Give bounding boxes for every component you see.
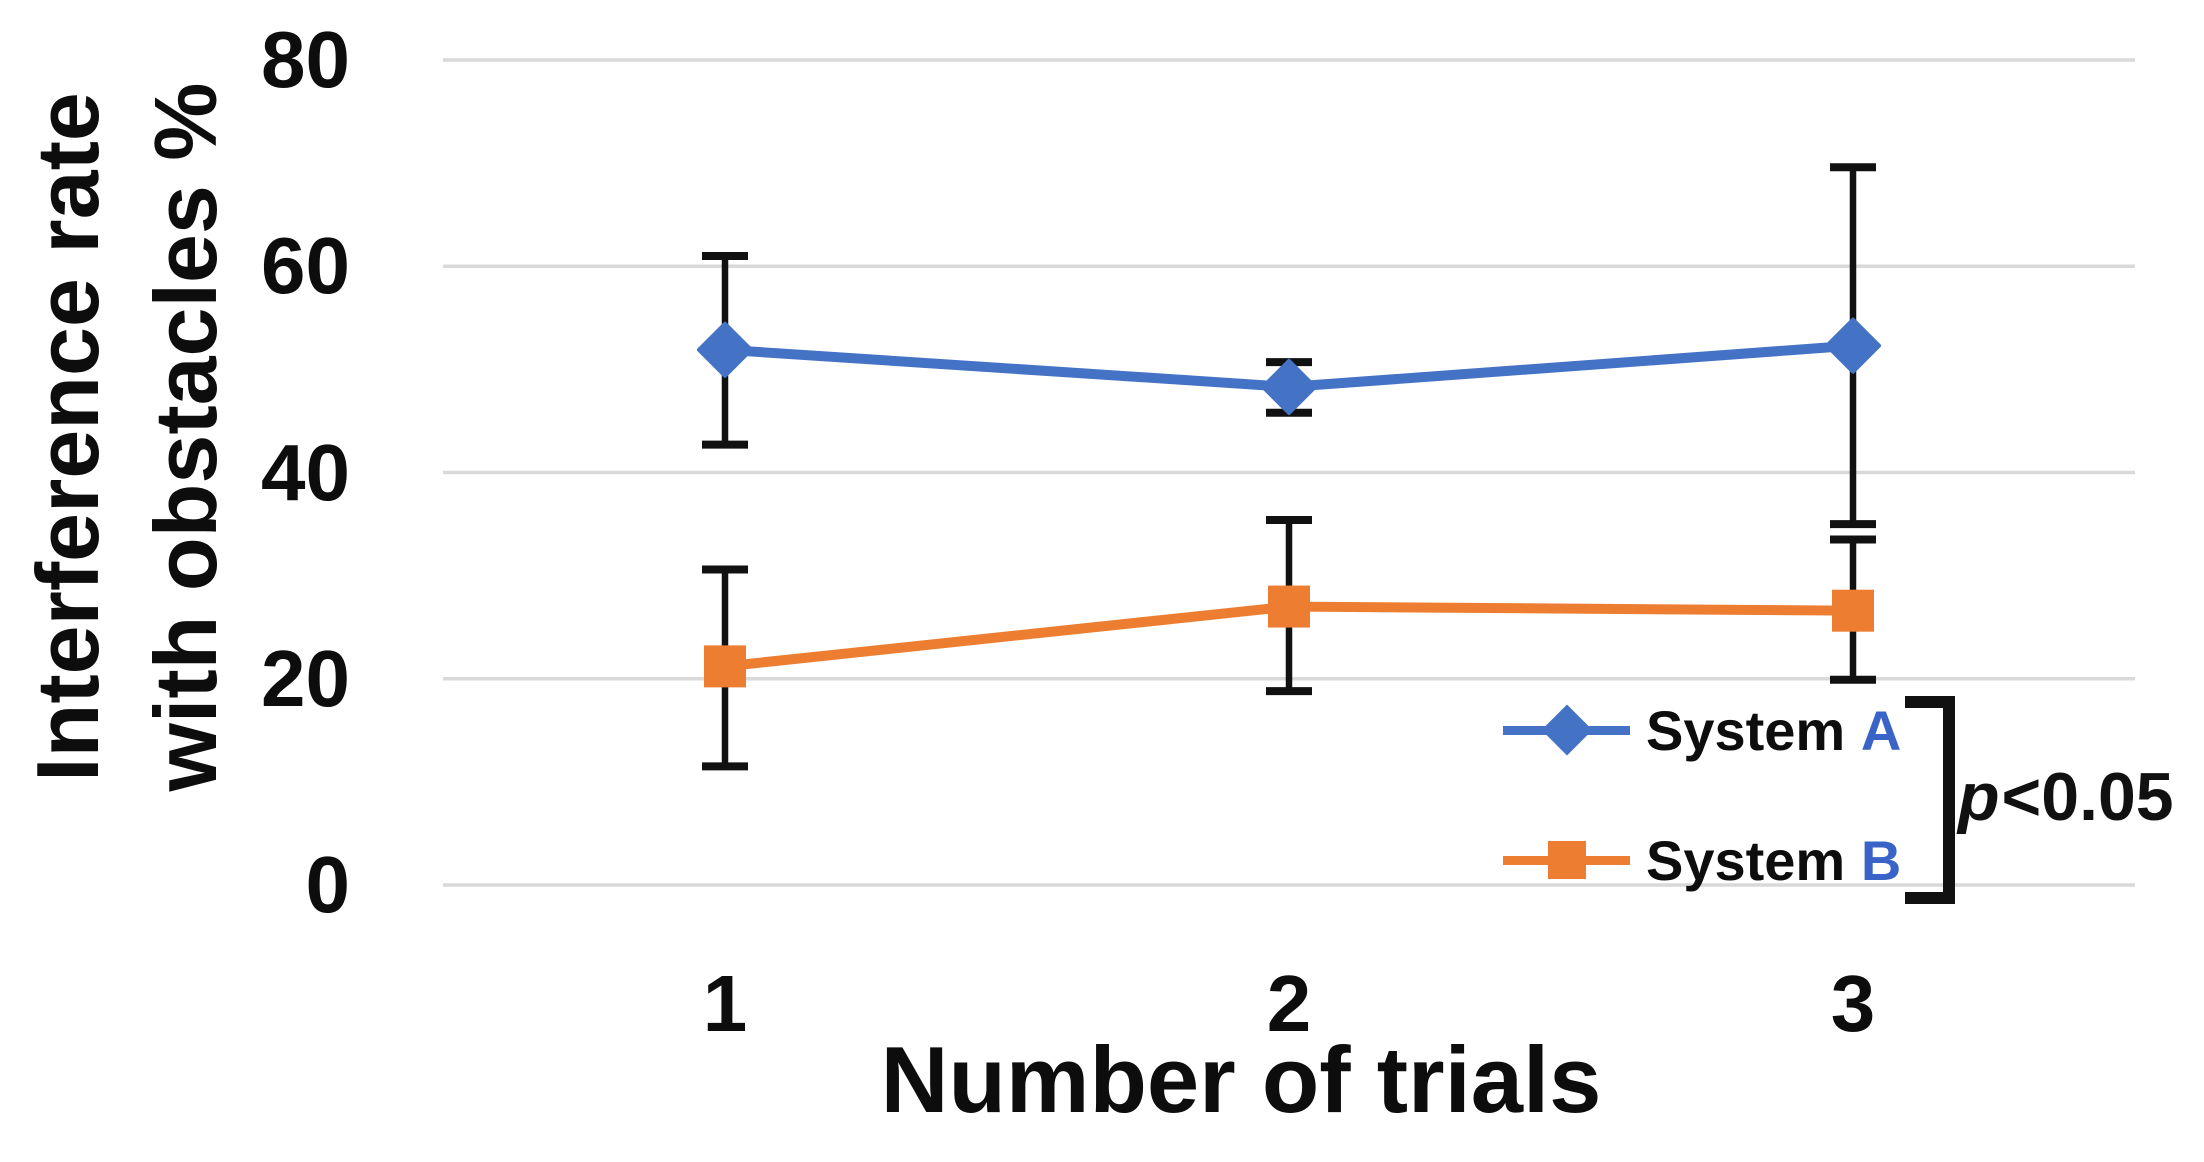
y-tick-label-60: 60	[261, 221, 350, 311]
marker-square-system-b-3	[1832, 589, 1874, 632]
significance-bracket	[1905, 696, 1955, 904]
marker-diamond-system-a-3	[1825, 317, 1881, 374]
marker-diamond-system-a-2	[1261, 358, 1317, 415]
legend-sample-system-b	[1503, 825, 1630, 895]
p-value-annotation: p<0.05	[1958, 758, 2174, 836]
y-axis-title-line-1: Interference rate	[18, 92, 118, 782]
x-tick-label-1: 1	[702, 959, 748, 1048]
x-axis-title: Number of trials	[880, 1027, 1602, 1132]
legend-label-prefix-system-a: System	[1646, 698, 1846, 762]
legend-marker-square-system-b	[1547, 841, 1586, 879]
legend-label-system-b: System B	[1646, 828, 1901, 893]
legend-label-letter-system-a: A	[1860, 698, 1902, 762]
p-value-threshold: <0.05	[2001, 759, 2174, 835]
marker-square-system-b-1	[704, 645, 746, 688]
marker-diamond-system-a-1	[697, 321, 753, 378]
p-value-italic-p: p	[1958, 759, 2000, 835]
y-tick-label-80: 80	[261, 15, 350, 104]
y-tick-label-40: 40	[261, 427, 350, 517]
y-tick-label-0: 0	[305, 840, 351, 929]
legend-label-system-a: System A	[1646, 698, 1901, 763]
legend-label-letter-system-b: B	[1860, 828, 1902, 892]
marker-square-system-b-2	[1268, 585, 1310, 628]
x-tick-label-3: 3	[1830, 959, 1876, 1048]
legend-item-system-b: System B	[1503, 825, 1973, 895]
x-tick-label-2: 2	[1266, 959, 1312, 1048]
legend-label-prefix-system-b: System	[1646, 828, 1846, 892]
legend-marker-diamond-system-a	[1541, 704, 1592, 756]
legend-sample-system-a	[1503, 695, 1630, 765]
legend-item-system-a: System A	[1503, 695, 1973, 765]
y-tick-label-20: 20	[261, 633, 350, 723]
